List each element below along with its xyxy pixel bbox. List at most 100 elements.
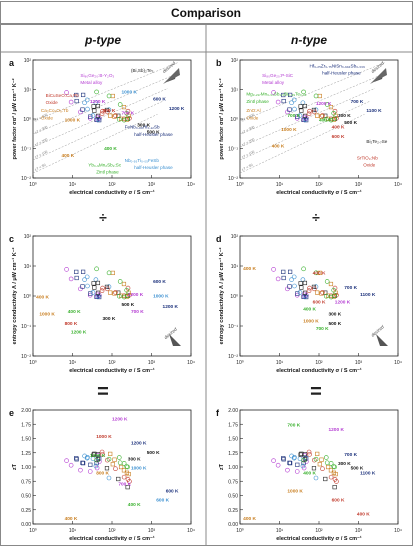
data-point <box>302 113 308 119</box>
y-tick-label: 10⁻² <box>21 354 31 360</box>
annotation-label: 1200 K <box>131 441 147 447</box>
plot-frame <box>32 235 192 357</box>
annotation-label: 1000 K <box>65 118 81 124</box>
data-point <box>121 474 127 480</box>
annotation-label: 1000 K <box>303 319 319 325</box>
annotation-label: 500 K <box>351 466 364 472</box>
y-tick-label: 10⁰ <box>230 294 238 300</box>
data-point <box>313 270 319 276</box>
iso-zt-line <box>32 88 169 148</box>
data-point <box>113 290 118 295</box>
y-tick-label: 0.25 <box>228 508 238 514</box>
annotation-label: 700 K <box>344 452 357 458</box>
data-point <box>315 113 320 118</box>
data-point <box>105 109 110 115</box>
data-point <box>319 114 324 119</box>
data-point <box>95 103 101 109</box>
panel-letter: d <box>216 234 222 244</box>
iso-zt-label: zT = 300 <box>241 125 255 135</box>
x-tick-label: 10⁰ <box>236 528 244 534</box>
annotation-label: 600 K <box>153 96 166 102</box>
data-point <box>121 104 127 110</box>
annotation-label: 1000 K <box>131 466 147 472</box>
data-point <box>100 285 105 291</box>
annotation-label: 300 K <box>128 457 141 463</box>
iso-zt-label: zT = 100 <box>241 150 255 160</box>
data-point <box>81 461 86 466</box>
iso-zt-label: zT = 50 <box>34 163 46 172</box>
x-axis-label: electrical conductivity σ / S cm⁻¹ <box>69 535 155 542</box>
x-tick-label: 10¹ <box>69 182 77 188</box>
data-point <box>328 281 334 287</box>
annotation-label: 700 K <box>121 111 134 117</box>
data-point <box>88 291 93 296</box>
data-point <box>85 106 90 112</box>
data-point <box>95 113 101 119</box>
data-point <box>125 293 130 298</box>
data-point <box>332 116 337 122</box>
y-tick-label: 10⁻¹ <box>228 324 238 330</box>
data-point <box>291 274 297 280</box>
y-tick-label: 0.75 <box>228 479 238 485</box>
data-point <box>91 104 96 109</box>
data-point <box>95 280 101 286</box>
data-point <box>116 117 122 122</box>
annotation-label: 700 K <box>287 422 300 428</box>
panel-letter: c <box>9 234 14 244</box>
data-point <box>99 449 105 455</box>
data-point <box>80 284 85 289</box>
annotation-label: 500 K <box>328 321 341 327</box>
plot-frame <box>32 409 192 525</box>
equals-operator-left: = <box>97 381 109 403</box>
y-tick-label: 10² <box>24 234 32 240</box>
data-point <box>116 476 121 482</box>
y-axis-label: power factor σα² / μW cm⁻¹ K⁻² <box>218 78 225 159</box>
y-tick-label: 10¹ <box>231 264 239 270</box>
annotation-label: 300 K <box>103 316 116 322</box>
y-axis-label: entropy conductivity Λ / μW cm⁻¹ K⁻² <box>218 247 225 344</box>
iso-zt-line <box>32 75 174 135</box>
annotation-label: 1000 K <box>153 293 169 299</box>
data-point <box>331 111 336 116</box>
data-point <box>78 109 83 115</box>
data-point <box>124 287 129 293</box>
panel-f: f 10⁰ 10¹ 10² 10³ 10⁴ electrical conductivity … <box>216 408 402 542</box>
data-point <box>307 452 312 457</box>
annotation-label: Metal alloy <box>80 80 103 85</box>
data-point <box>105 286 110 292</box>
data-point <box>289 277 294 282</box>
y-axis-label: power factor σα² / μW cm⁻¹ K⁻² <box>11 78 18 159</box>
annotation-label: 1200 K <box>169 106 185 112</box>
data-point <box>304 118 309 123</box>
annotation-label: 500 K <box>121 302 134 308</box>
annotation-label: 500 K <box>147 450 160 456</box>
annotation-label: Nb₀.₉₅Ti₀.₀₅FeSb <box>125 158 160 163</box>
panel-letter: a <box>9 58 15 68</box>
data-point <box>84 274 90 280</box>
data-point <box>85 283 90 289</box>
data-point <box>112 291 117 296</box>
annotation-label: 400 K <box>357 511 370 517</box>
data-point <box>100 108 105 114</box>
data-point <box>81 269 86 274</box>
x-tick-label: 10³ <box>148 182 156 188</box>
x-tick-label: 10⁰ <box>236 182 244 188</box>
data-point <box>323 455 329 460</box>
x-tick-label: 10¹ <box>276 528 284 534</box>
iso-zt-line <box>239 101 370 161</box>
annotation-label: 800 K <box>96 470 109 476</box>
annotation-label: 1200 K <box>128 292 144 298</box>
data-point <box>317 462 322 467</box>
data-point <box>306 111 312 117</box>
data-point <box>113 113 118 118</box>
data-point <box>106 456 112 462</box>
annotation-label: 1000 K <box>281 127 297 133</box>
data-point <box>298 104 303 109</box>
data-point <box>315 451 320 457</box>
data-point <box>333 471 338 477</box>
iso-zt-label: zT = 400 <box>241 113 255 123</box>
data-point <box>116 455 122 460</box>
data-point <box>320 290 325 295</box>
data-point <box>108 113 113 118</box>
data-point <box>295 462 300 467</box>
